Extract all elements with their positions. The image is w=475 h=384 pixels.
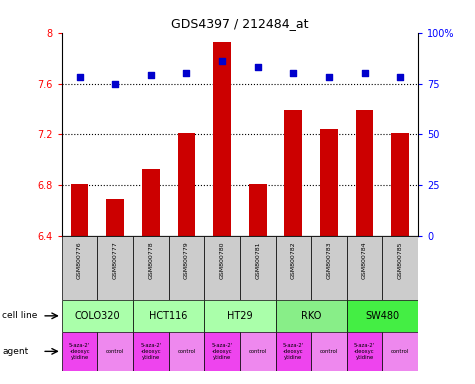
Text: 5-aza-2'
-deoxyc
ytidine: 5-aza-2' -deoxyc ytidine (140, 343, 162, 360)
Text: GSM800779: GSM800779 (184, 241, 189, 279)
Text: 5-aza-2'
-deoxyc
ytidine: 5-aza-2' -deoxyc ytidine (354, 343, 375, 360)
Bar (178, 133, 195, 236)
Bar (382, 332, 418, 371)
Text: HCT116: HCT116 (150, 311, 188, 321)
Text: GSM800782: GSM800782 (291, 241, 296, 279)
Point (289, 70, 297, 76)
Text: control: control (177, 349, 196, 354)
Text: COLO320: COLO320 (75, 311, 120, 321)
Text: 5-aza-2'
-deoxyc
ytidine: 5-aza-2' -deoxyc ytidine (283, 343, 304, 360)
Text: SW480: SW480 (365, 311, 399, 321)
Bar (240, 332, 276, 371)
Bar (204, 236, 240, 300)
Point (218, 58, 226, 64)
Text: agent: agent (2, 347, 28, 356)
Text: control: control (248, 349, 267, 354)
Text: GSM800778: GSM800778 (148, 241, 153, 279)
Point (111, 81, 119, 87)
Text: HT29: HT29 (227, 311, 253, 321)
Text: GSM800783: GSM800783 (326, 241, 332, 279)
Bar (106, 199, 124, 236)
Bar (62, 300, 133, 332)
Point (76, 74, 84, 81)
Bar (97, 236, 133, 300)
Bar (133, 236, 169, 300)
Bar (382, 236, 418, 300)
Title: GDS4397 / 212484_at: GDS4397 / 212484_at (171, 17, 309, 30)
Bar (347, 300, 418, 332)
Bar (347, 236, 382, 300)
Bar (133, 332, 169, 371)
Text: control: control (106, 349, 124, 354)
Bar (204, 332, 240, 371)
Text: control: control (391, 349, 409, 354)
Bar (276, 236, 311, 300)
Text: GSM800785: GSM800785 (398, 241, 403, 279)
Bar (204, 300, 276, 332)
Point (396, 74, 404, 81)
Text: 5-aza-2'
-deoxyc
ytidine: 5-aza-2' -deoxyc ytidine (69, 343, 90, 360)
Bar (347, 332, 382, 371)
Bar (62, 332, 97, 371)
Bar (169, 332, 204, 371)
Text: GSM800780: GSM800780 (219, 241, 225, 279)
Text: RKO: RKO (301, 311, 321, 321)
Bar (142, 169, 160, 236)
Bar (97, 332, 133, 371)
Point (182, 70, 190, 76)
Bar (311, 236, 347, 300)
Bar (240, 236, 276, 300)
Text: 5-aza-2'
-deoxyc
ytidine: 5-aza-2' -deoxyc ytidine (211, 343, 233, 360)
Bar (311, 332, 347, 371)
Text: GSM800776: GSM800776 (77, 241, 82, 279)
Bar (133, 300, 204, 332)
Bar (391, 133, 409, 236)
Bar (249, 184, 266, 236)
Text: GSM800784: GSM800784 (362, 241, 367, 279)
Bar (71, 184, 88, 236)
Bar (356, 110, 373, 236)
Bar (285, 110, 302, 236)
Text: GSM800781: GSM800781 (255, 241, 260, 279)
Point (147, 72, 155, 78)
Bar (169, 236, 204, 300)
Text: control: control (320, 349, 338, 354)
Point (254, 64, 261, 70)
Point (361, 70, 369, 76)
Bar (62, 236, 97, 300)
Text: GSM800777: GSM800777 (113, 241, 118, 279)
Bar (213, 41, 231, 236)
Bar (276, 332, 311, 371)
Bar (276, 300, 347, 332)
Text: cell line: cell line (2, 311, 38, 320)
Point (325, 74, 332, 81)
Bar (320, 129, 338, 236)
